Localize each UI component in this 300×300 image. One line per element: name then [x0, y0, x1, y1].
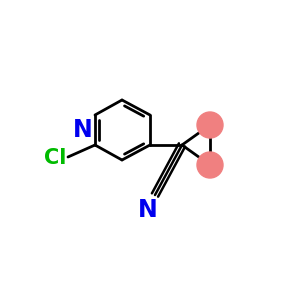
Circle shape	[197, 152, 223, 178]
Circle shape	[197, 112, 223, 138]
Text: N: N	[73, 118, 93, 142]
Text: Cl: Cl	[44, 148, 66, 168]
Text: N: N	[138, 198, 158, 222]
